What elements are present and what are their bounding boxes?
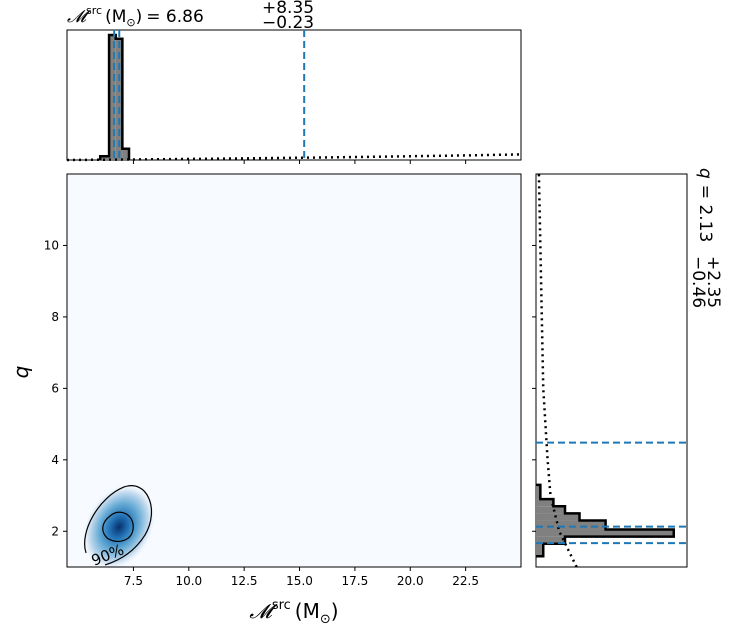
y-param-err-minus: −0.46 [688,256,708,308]
y-hist-bar [536,506,565,514]
main-panel-frame [66,173,522,568]
x-tick-label: 10.0 [175,574,202,588]
x-tick-label: 22.5 [452,574,479,588]
y-axis-label: q [9,366,33,379]
y-hist-bar [536,529,674,537]
outer-contour-90 [84,485,153,566]
y-tick-label: 6 [51,381,59,395]
x-hist-outline [98,33,131,160]
svg-text:q= 2.13: q= 2.13 [695,168,715,242]
x-tick-label: 20.0 [397,574,424,588]
y-tick-label: 10 [44,238,59,252]
right-panel-frame [535,173,688,568]
y-hist-bar [536,513,580,521]
inner-contour [102,511,134,542]
x-hist-bar [109,35,116,160]
y-hist-bar [536,520,606,530]
y-tick-label: 4 [51,453,59,467]
y-param-err-plus: +2.35 [703,256,723,308]
x-tick-label: 12.5 [231,574,258,588]
main-density-panel: 7.5 10.0 12.5 15.0 17.5 20.0 22.5 2 4 6 8 10 [44,173,522,588]
x-prior-curve [66,153,522,162]
y-hist-bar [536,543,544,557]
y-param-title: q= 2.13 +2.35 −0.46 [688,168,723,308]
top-panel-frame [66,29,522,161]
y-tick-label: 8 [51,310,59,324]
x-hist-bar [122,148,130,160]
y-tick-label: 2 [51,524,59,538]
x-param-err-plus: +8.35 [262,0,314,18]
x-param-err-minus: −0.23 [262,13,314,33]
top-marginal-panel [66,29,522,164]
x-param-title: 𝓜src (M⊙) = 6.86 [67,4,204,29]
x-tick-label: 17.5 [342,574,369,588]
x-tick-label: 7.5 [124,574,143,588]
x-hist-bar [100,156,110,160]
y-hist-bar [536,536,565,544]
y-hist-bar [536,499,554,507]
x-axis-label: 𝓜src (M⊙) [249,598,338,627]
x-tick-label: 15.0 [286,574,313,588]
y-hist-bar [536,484,541,500]
right-marginal-panel [532,173,688,568]
